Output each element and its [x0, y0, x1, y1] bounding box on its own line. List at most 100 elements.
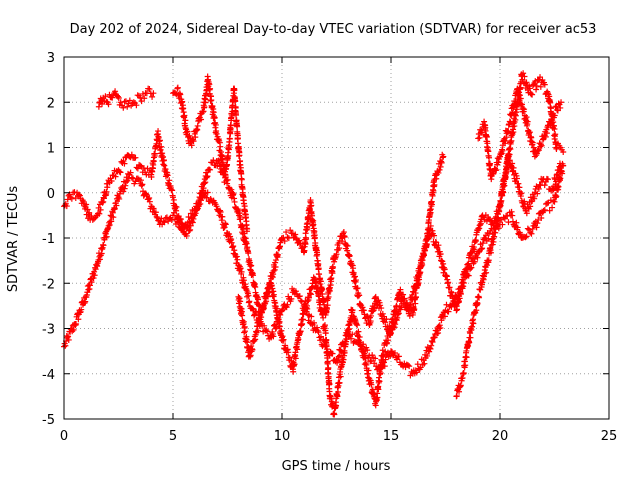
data-point: [102, 93, 109, 100]
data-point: [183, 232, 190, 239]
data-point: [517, 95, 524, 102]
data-point: [517, 231, 524, 238]
data-point: [177, 91, 184, 98]
data-point: [198, 116, 205, 123]
data-point: [400, 300, 407, 307]
data-point: [462, 362, 469, 369]
y-tick-label: -3: [42, 323, 55, 338]
data-point: [232, 98, 239, 105]
data-point: [305, 294, 312, 301]
data-point: [368, 312, 375, 319]
data-point: [520, 70, 527, 77]
data-point: [475, 135, 482, 142]
data-point: [113, 202, 120, 209]
data-point: [292, 355, 299, 362]
data-point: [138, 98, 145, 105]
data-point: [487, 249, 494, 256]
data-point: [382, 319, 389, 326]
data-point: [528, 198, 535, 205]
data-point: [177, 216, 184, 223]
data-point: [315, 329, 322, 336]
data-point: [308, 313, 315, 320]
data-point: [471, 258, 478, 265]
data-point: [122, 182, 129, 189]
data-point: [469, 323, 476, 330]
data-point: [360, 307, 367, 314]
data-point: [410, 309, 417, 316]
data-point: [486, 160, 493, 167]
data-point: [553, 178, 560, 185]
data-point: [73, 321, 80, 328]
data-point: [440, 260, 447, 267]
data-point: [533, 83, 540, 90]
data-point: [86, 282, 93, 289]
data-point: [225, 152, 232, 159]
data-point: [132, 178, 139, 185]
data-point: [234, 123, 241, 130]
data-point: [161, 162, 168, 169]
data-point: [236, 152, 243, 159]
data-point: [508, 208, 515, 215]
data-point: [376, 378, 383, 385]
data-point: [146, 198, 153, 205]
data-point: [506, 151, 513, 158]
data-point: [117, 169, 124, 176]
data-point: [148, 173, 155, 180]
data-point: [483, 269, 490, 276]
data-point: [121, 185, 128, 192]
data-point: [243, 240, 250, 247]
data-point: [252, 284, 259, 291]
data-point: [499, 221, 506, 228]
data-point: [110, 214, 117, 221]
data-point: [428, 342, 435, 349]
data-point: [62, 342, 69, 349]
data-point: [176, 216, 183, 223]
data-point: [263, 298, 270, 305]
data-point: [407, 301, 414, 308]
data-point: [69, 328, 76, 335]
data-point: [393, 303, 400, 310]
data-point: [552, 131, 559, 138]
data-point: [130, 99, 137, 106]
data-point: [336, 379, 343, 386]
data-point: [91, 272, 98, 279]
data-point: [538, 142, 545, 149]
data-point: [329, 350, 336, 357]
data-point: [270, 291, 277, 298]
data-point: [213, 130, 220, 137]
data-point: [397, 286, 404, 293]
data-point: [192, 210, 199, 217]
data-point: [166, 177, 173, 184]
data-point: [278, 327, 285, 334]
data-point: [448, 303, 455, 310]
data-point: [322, 330, 329, 337]
data-point: [120, 188, 127, 195]
data-point: [425, 225, 432, 232]
data-point: [499, 188, 506, 195]
data-point: [374, 394, 381, 401]
data-point: [217, 143, 224, 150]
data-point: [222, 172, 229, 179]
data-point: [63, 203, 70, 210]
data-point: [174, 84, 181, 91]
data-point: [240, 277, 247, 284]
data-point: [406, 363, 413, 370]
data-point: [533, 224, 540, 231]
data-point: [128, 174, 135, 181]
data-point: [383, 316, 390, 323]
data-point: [250, 272, 257, 279]
data-point: [138, 182, 145, 189]
data-point: [239, 312, 246, 319]
data-point: [476, 134, 483, 141]
data-point: [201, 104, 208, 111]
data-point: [170, 196, 177, 203]
data-point: [233, 112, 240, 119]
data-point: [246, 298, 253, 305]
data-point: [161, 219, 168, 226]
data-point: [354, 285, 361, 292]
data-point: [317, 299, 324, 306]
data-point: [510, 164, 517, 171]
data-point: [460, 370, 467, 377]
y-tick-label: 0: [47, 187, 55, 202]
data-point: [380, 351, 387, 358]
